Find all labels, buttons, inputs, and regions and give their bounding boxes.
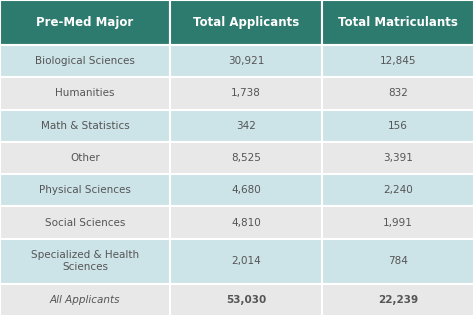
Text: Other: Other: [70, 153, 100, 163]
Bar: [0, 142, 170, 174]
Text: Math & Statistics: Math & Statistics: [41, 121, 129, 131]
Bar: [0, 174, 170, 206]
Bar: [322, 239, 474, 284]
Text: 3,391: 3,391: [383, 153, 413, 163]
Text: 1,991: 1,991: [383, 218, 413, 228]
Text: 4,680: 4,680: [231, 185, 261, 195]
Text: 784: 784: [388, 256, 408, 266]
Bar: [170, 206, 322, 239]
Bar: [0, 77, 170, 110]
Text: 832: 832: [388, 88, 408, 98]
Text: Biological Sciences: Biological Sciences: [35, 56, 135, 66]
Bar: [322, 110, 474, 142]
Text: 22,239: 22,239: [378, 295, 418, 305]
Text: All Applicants: All Applicants: [50, 295, 120, 305]
Bar: [170, 284, 322, 316]
Text: 342: 342: [236, 121, 256, 131]
Text: 30,921: 30,921: [228, 56, 264, 66]
Bar: [322, 142, 474, 174]
Text: Total Applicants: Total Applicants: [193, 16, 299, 29]
Bar: [322, 45, 474, 77]
Text: 4,810: 4,810: [231, 218, 261, 228]
Bar: [322, 284, 474, 316]
Bar: [322, 0, 474, 45]
Text: 12,845: 12,845: [380, 56, 416, 66]
Bar: [322, 206, 474, 239]
Bar: [322, 174, 474, 206]
Bar: [0, 284, 170, 316]
Text: Pre-Med Major: Pre-Med Major: [36, 16, 134, 29]
Text: 53,030: 53,030: [226, 295, 266, 305]
Text: 2,014: 2,014: [231, 256, 261, 266]
Bar: [170, 45, 322, 77]
Bar: [170, 174, 322, 206]
Bar: [170, 239, 322, 284]
Text: Social Sciences: Social Sciences: [45, 218, 125, 228]
Text: 2,240: 2,240: [383, 185, 413, 195]
Text: Humanities: Humanities: [55, 88, 115, 98]
Bar: [170, 77, 322, 110]
Bar: [0, 0, 170, 45]
Text: Specialized & Health
Sciences: Specialized & Health Sciences: [31, 250, 139, 272]
Bar: [170, 0, 322, 45]
Bar: [322, 77, 474, 110]
Bar: [170, 110, 322, 142]
Bar: [0, 45, 170, 77]
Text: 8,525: 8,525: [231, 153, 261, 163]
Bar: [0, 239, 170, 284]
Text: 1,738: 1,738: [231, 88, 261, 98]
Bar: [170, 142, 322, 174]
Text: Physical Sciences: Physical Sciences: [39, 185, 131, 195]
Bar: [0, 110, 170, 142]
Text: 156: 156: [388, 121, 408, 131]
Text: Total Matriculants: Total Matriculants: [338, 16, 458, 29]
Bar: [0, 206, 170, 239]
